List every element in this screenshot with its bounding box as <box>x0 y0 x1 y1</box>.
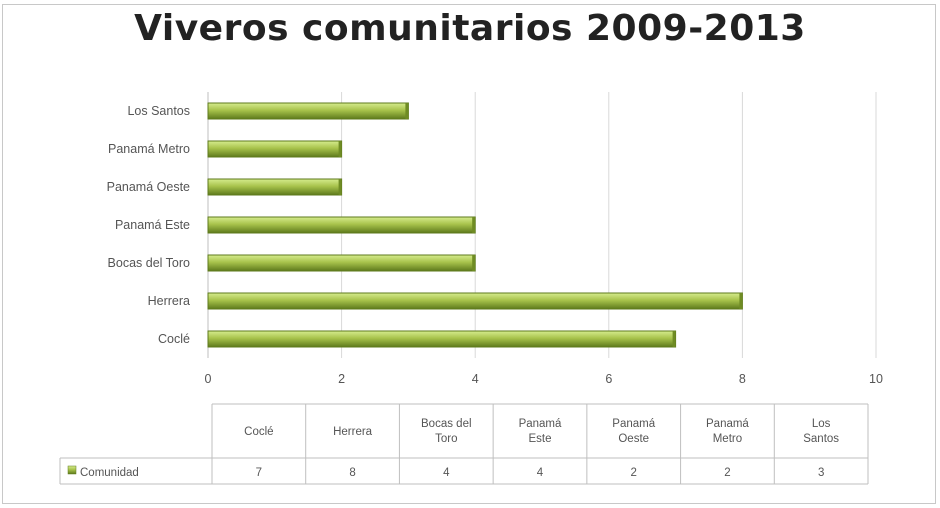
category-label: Herrera <box>148 294 190 308</box>
x-tick-label: 0 <box>205 372 212 386</box>
table-header-cell: Panamá <box>519 418 562 430</box>
table-value-cell: 3 <box>818 467 824 479</box>
bar-cap <box>338 179 342 195</box>
bar-cap <box>472 217 476 233</box>
bar <box>207 292 743 310</box>
x-tick-label: 4 <box>472 372 479 386</box>
bar <box>207 140 343 158</box>
table-value-cell: 2 <box>724 467 730 479</box>
table-header-cell: Bocas del <box>421 418 472 430</box>
x-tick-label: 10 <box>869 372 883 386</box>
table-header-cell: Toro <box>435 433 457 445</box>
chart-title: Viveros comunitarios 2009-2013 <box>134 8 806 49</box>
bar <box>207 102 409 120</box>
bar <box>207 216 476 234</box>
table-value-cell: 2 <box>631 467 637 479</box>
table-header-cell: Los <box>812 418 831 430</box>
bar-cap <box>338 141 342 157</box>
table-value-cell: 4 <box>443 467 450 479</box>
table-header-cell: Panamá <box>612 418 655 430</box>
x-tick-label: 2 <box>338 372 345 386</box>
bar-cap <box>672 331 676 347</box>
table-header-cell: Santos <box>803 433 839 445</box>
category-label: Bocas del Toro <box>108 256 191 270</box>
table-value-cell: 4 <box>537 467 544 479</box>
bar-cap <box>739 293 743 309</box>
category-label: Panamá Este <box>115 218 190 232</box>
table-value-cell: 8 <box>349 467 355 479</box>
chart-frame <box>2 4 936 504</box>
table-header-cell: Metro <box>713 433 742 445</box>
category-label: Los Santos <box>127 104 190 118</box>
bar <box>207 178 343 196</box>
bar <box>207 254 476 272</box>
table-header-cell: Oeste <box>618 433 649 445</box>
x-tick-label: 6 <box>605 372 612 386</box>
table-value-cell: 7 <box>256 467 262 479</box>
x-tick-label: 8 <box>739 372 746 386</box>
category-label: Panamá Metro <box>108 142 190 156</box>
bar-cap <box>405 103 409 119</box>
table-header-cell: Herrera <box>333 426 373 438</box>
legend-series-name: Comunidad <box>80 467 139 479</box>
legend-key <box>67 465 77 475</box>
bar-cap <box>472 255 476 271</box>
table-header-cell: Panamá <box>706 418 749 430</box>
table-header-cell: Este <box>528 433 551 445</box>
table-header-cell: Coclé <box>244 426 273 438</box>
bar <box>207 330 677 348</box>
category-label: Panamá Oeste <box>107 180 190 194</box>
category-label: Coclé <box>158 332 190 346</box>
